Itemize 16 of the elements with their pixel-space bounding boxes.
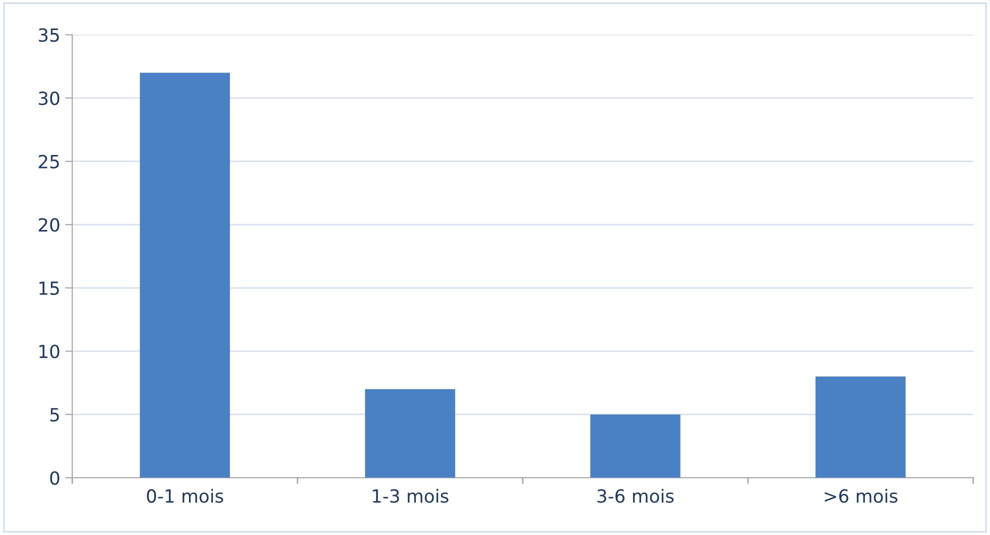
bar [365,389,456,478]
bar [140,72,230,478]
y-tick-label: 35 [38,28,59,42]
x-tick-label: >6 mois [824,488,898,503]
y-tick-label: 30 [38,92,60,106]
y-tick-label: 20 [38,218,60,232]
y-tick-label: 25 [38,154,59,168]
y-tick-label: 0 [50,471,60,485]
x-tick-label: 0-1 mois [146,488,224,503]
y-tick-label: 10 [39,344,60,358]
y-tick-label: 5 [50,408,59,422]
y-tick-label: 15 [39,282,59,296]
bar [816,376,906,478]
x-tick-label: 1-3 mois [372,488,448,503]
x-tick-label: 3-6 mois [598,488,674,503]
bar [590,414,680,478]
